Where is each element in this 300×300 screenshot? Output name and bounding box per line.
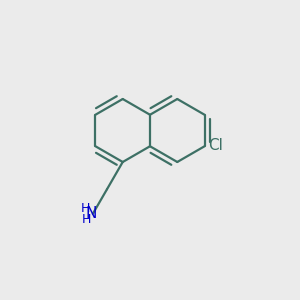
- Text: H: H: [81, 202, 90, 215]
- Text: H: H: [82, 213, 92, 226]
- Text: Cl: Cl: [208, 138, 223, 153]
- Text: N: N: [85, 206, 97, 221]
